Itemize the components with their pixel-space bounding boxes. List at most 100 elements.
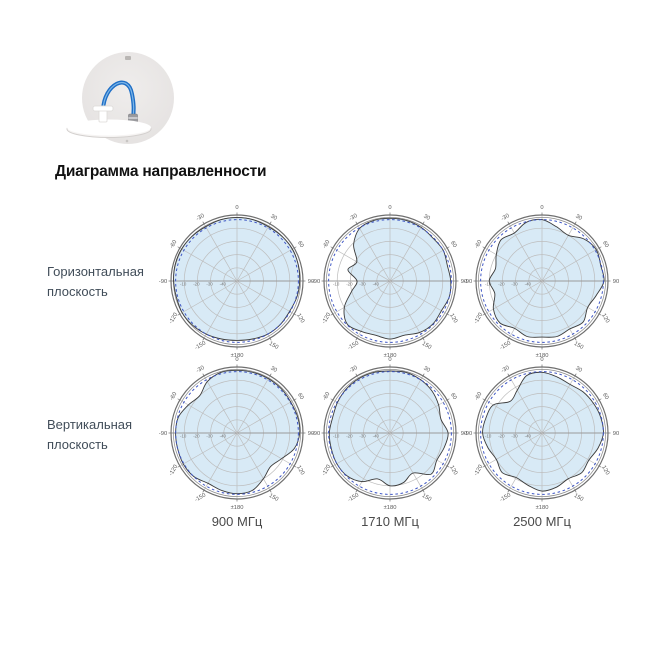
radial-tick-label: -10 [485, 282, 492, 287]
polar-chart-h-1710: 0 30 60 90 120 150 ±180 -150 -120 -90 -60 -30 -10 -20… [312, 205, 467, 359]
radial-tick-label: -20 [193, 434, 200, 439]
grid-spoke [389, 432, 448, 467]
grid-spoke [541, 223, 576, 282]
pattern-outline [488, 218, 605, 338]
angle-tick-label: -120 [473, 312, 484, 325]
rim-tick [330, 465, 334, 468]
pattern-fill [344, 218, 451, 340]
angle-tick-label: ±180 [231, 505, 244, 511]
angle-tick-label: 0 [540, 357, 543, 363]
mount-screw [125, 56, 131, 60]
radial-tick-label: -10 [180, 434, 187, 439]
radial-tick-label: -40 [220, 434, 227, 439]
angle-tick-label: -90 [312, 279, 320, 285]
grid-spoke [203, 280, 238, 339]
rim-tick [507, 373, 510, 377]
angle-tick-label: 120 [295, 465, 305, 476]
angle-tick-label: 30 [574, 214, 583, 222]
rim-tick [202, 221, 205, 225]
angle-tick-label: 0 [235, 205, 238, 211]
rim-tick [330, 313, 334, 316]
angle-tick-label: 120 [295, 313, 305, 324]
angle-tick-label: ±180 [384, 505, 397, 511]
rim-tick [422, 489, 425, 493]
angle-tick-label: 60 [449, 392, 457, 401]
angle-tick-label: 30 [574, 366, 583, 374]
angle-tick-label: 150 [421, 341, 432, 351]
grid-spoke [332, 432, 391, 467]
angle-tick-label: 0 [388, 205, 391, 211]
pattern-outline [482, 371, 604, 492]
angle-tick-label: 60 [296, 392, 304, 401]
angle-tick-label: 150 [421, 493, 432, 503]
grid-spoke [236, 280, 295, 315]
grid-spoke [203, 375, 238, 434]
rim-tick [446, 398, 450, 401]
angle-tick-label: -90 [464, 431, 472, 437]
row-label-vertical: Вертикальная плоскость [47, 415, 177, 455]
row-label-horizontal: Горизонтальная плоскость [47, 262, 177, 302]
angle-tick-label: 30 [422, 214, 431, 222]
angle-tick-label: 120 [448, 465, 458, 476]
angle-tick-label: 90 [461, 431, 467, 437]
angle-tick-label: ±180 [536, 505, 549, 511]
angle-tick-label: -120 [321, 312, 332, 325]
rim-inner [478, 217, 606, 345]
grid-spoke [179, 432, 238, 467]
rim-tick [507, 337, 510, 341]
rim-tick [202, 373, 205, 377]
angle-tick-label: -30 [348, 365, 358, 374]
angle-tick-label: 0 [235, 357, 238, 363]
angle-tick-label: 120 [448, 313, 458, 324]
rim-tick [293, 246, 297, 249]
grid-spoke [179, 280, 238, 315]
rim-tick [269, 221, 272, 225]
freq-label-2500: 2500 МГц [513, 514, 571, 529]
rim-tick [574, 373, 577, 377]
rim-tick [293, 398, 297, 401]
cable-highlight [102, 81, 135, 119]
rim-tick [482, 398, 486, 401]
rim-inner [326, 369, 454, 497]
angle-tick-label: -150 [194, 492, 207, 503]
radial-tick-label: -40 [525, 434, 532, 439]
angle-tick-label: 120 [600, 313, 610, 324]
grid-spoke [541, 280, 600, 315]
grid-spoke [203, 432, 238, 491]
reference-dashed-circle [175, 371, 299, 495]
grid-spoke [541, 399, 600, 434]
angle-tick-label: -30 [500, 365, 510, 374]
radial-tick-label: -10 [333, 434, 340, 439]
connector-band [128, 117, 138, 119]
rim-tick [202, 337, 205, 341]
rim-tick [422, 221, 425, 225]
angle-tick-label: -120 [168, 312, 179, 325]
rim-tick [293, 465, 297, 468]
rim-inner [173, 369, 301, 497]
angle-tick-label: 90 [461, 279, 467, 285]
grid-spoke [389, 223, 424, 282]
rim-tick [598, 246, 602, 249]
grid-spoke [203, 223, 238, 282]
angle-tick-label: -150 [347, 340, 360, 351]
polar-chart-v-900: 0 30 60 90 120 150 ±180 -150 -120 -90 -60 -30 -10 -20… [159, 357, 314, 511]
rim-tick [482, 313, 486, 316]
angle-tick-label: -60 [474, 391, 483, 401]
angle-tick-label: 150 [268, 341, 279, 351]
grid-spoke [484, 247, 543, 282]
angle-tick-label: -60 [169, 391, 178, 401]
angle-tick-label: -150 [499, 340, 512, 351]
grid-spoke [541, 247, 600, 282]
rim-inner [326, 217, 454, 345]
row-label-horizontal-line2: плоскость [47, 284, 108, 299]
angle-tick-label: 150 [573, 341, 584, 351]
grid-spoke [541, 375, 576, 434]
rim-tick [598, 313, 602, 316]
grid-spoke [389, 280, 448, 315]
rim-tick [598, 465, 602, 468]
angle-tick-label: 30 [269, 214, 278, 222]
radial-tick-label: -30 [511, 434, 518, 439]
angle-tick-label: 90 [308, 431, 314, 437]
angle-tick-label: 90 [613, 431, 619, 437]
reference-dashed-circle [480, 219, 604, 343]
